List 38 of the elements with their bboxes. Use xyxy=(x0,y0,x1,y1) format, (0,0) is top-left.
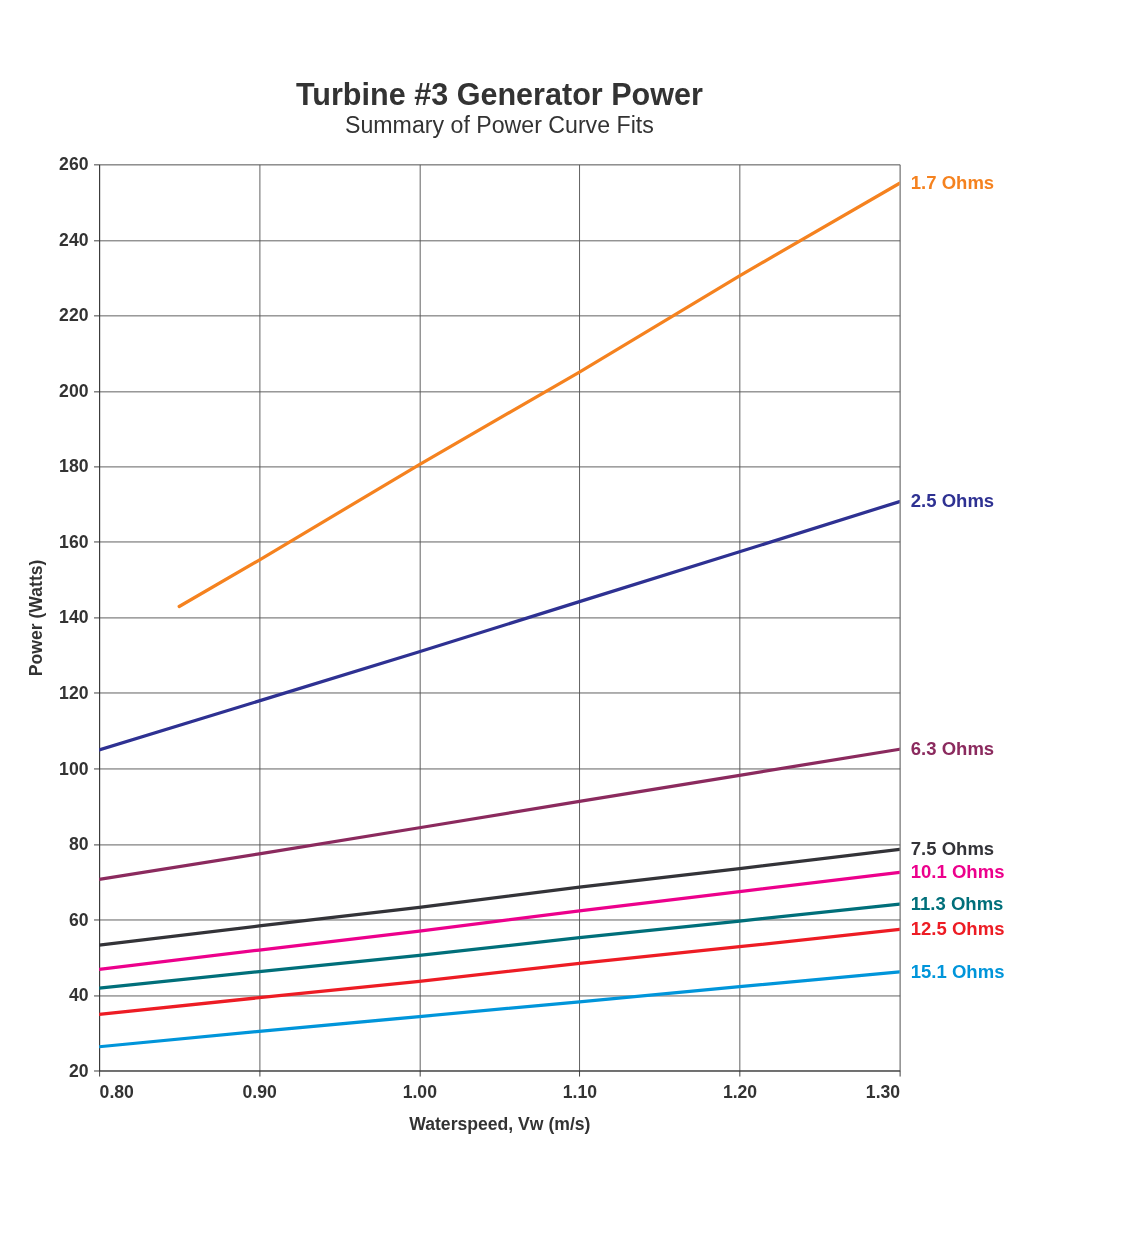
x-tick-label: 1.00 xyxy=(402,1081,438,1102)
line-series xyxy=(99,927,900,1016)
y-tick-label: 180 xyxy=(59,456,89,477)
line-series xyxy=(99,902,900,990)
y-tick-label: 80 xyxy=(68,834,89,855)
y-axis-title: Power (Watts) xyxy=(26,559,47,677)
chart-title: Turbine #3 Generator Power xyxy=(295,77,704,112)
x-tick-label: 0.90 xyxy=(242,1081,278,1102)
y-tick-label: 260 xyxy=(59,154,89,175)
y-tick-label: 160 xyxy=(59,531,89,552)
y-tick-label: 40 xyxy=(68,985,89,1006)
line-series xyxy=(99,870,900,971)
series-label: 12.5 Ohms xyxy=(910,917,1005,939)
x-tick-label: 1.30 xyxy=(865,1081,901,1102)
chart-subtitle: Summary of Power Curve Fits xyxy=(344,111,654,138)
line-series xyxy=(99,499,900,752)
series-label: 6.3 Ohms xyxy=(910,737,995,759)
line-series xyxy=(99,747,900,882)
line-series xyxy=(177,181,900,609)
series-label: 15.1 Ohms xyxy=(910,960,1005,982)
y-tick-label: 120 xyxy=(59,682,89,703)
x-tick-label: 0.80 xyxy=(99,1081,135,1102)
y-tick-label: 200 xyxy=(59,380,89,401)
x-tick-label: 1.10 xyxy=(562,1081,598,1102)
y-tick-label: 100 xyxy=(59,758,89,779)
x-axis-title: Waterspeed, Vw (m/s) xyxy=(409,1114,591,1135)
series-label: 7.5 Ohms xyxy=(910,837,995,859)
y-tick-label: 20 xyxy=(68,1060,89,1081)
series-label: 1.7 Ohms xyxy=(910,171,995,193)
y-tick-label: 220 xyxy=(59,305,89,326)
y-tick-label: 140 xyxy=(59,607,89,628)
series-label: 11.3 Ohms xyxy=(910,892,1004,914)
y-tick-label: 60 xyxy=(68,909,89,930)
series-label: 2.5 Ohms xyxy=(910,490,995,512)
x-tick-label: 1.20 xyxy=(722,1081,758,1102)
y-tick-label: 240 xyxy=(59,229,89,250)
series-label: 10.1 Ohms xyxy=(910,860,1005,882)
line-series xyxy=(99,970,900,1049)
